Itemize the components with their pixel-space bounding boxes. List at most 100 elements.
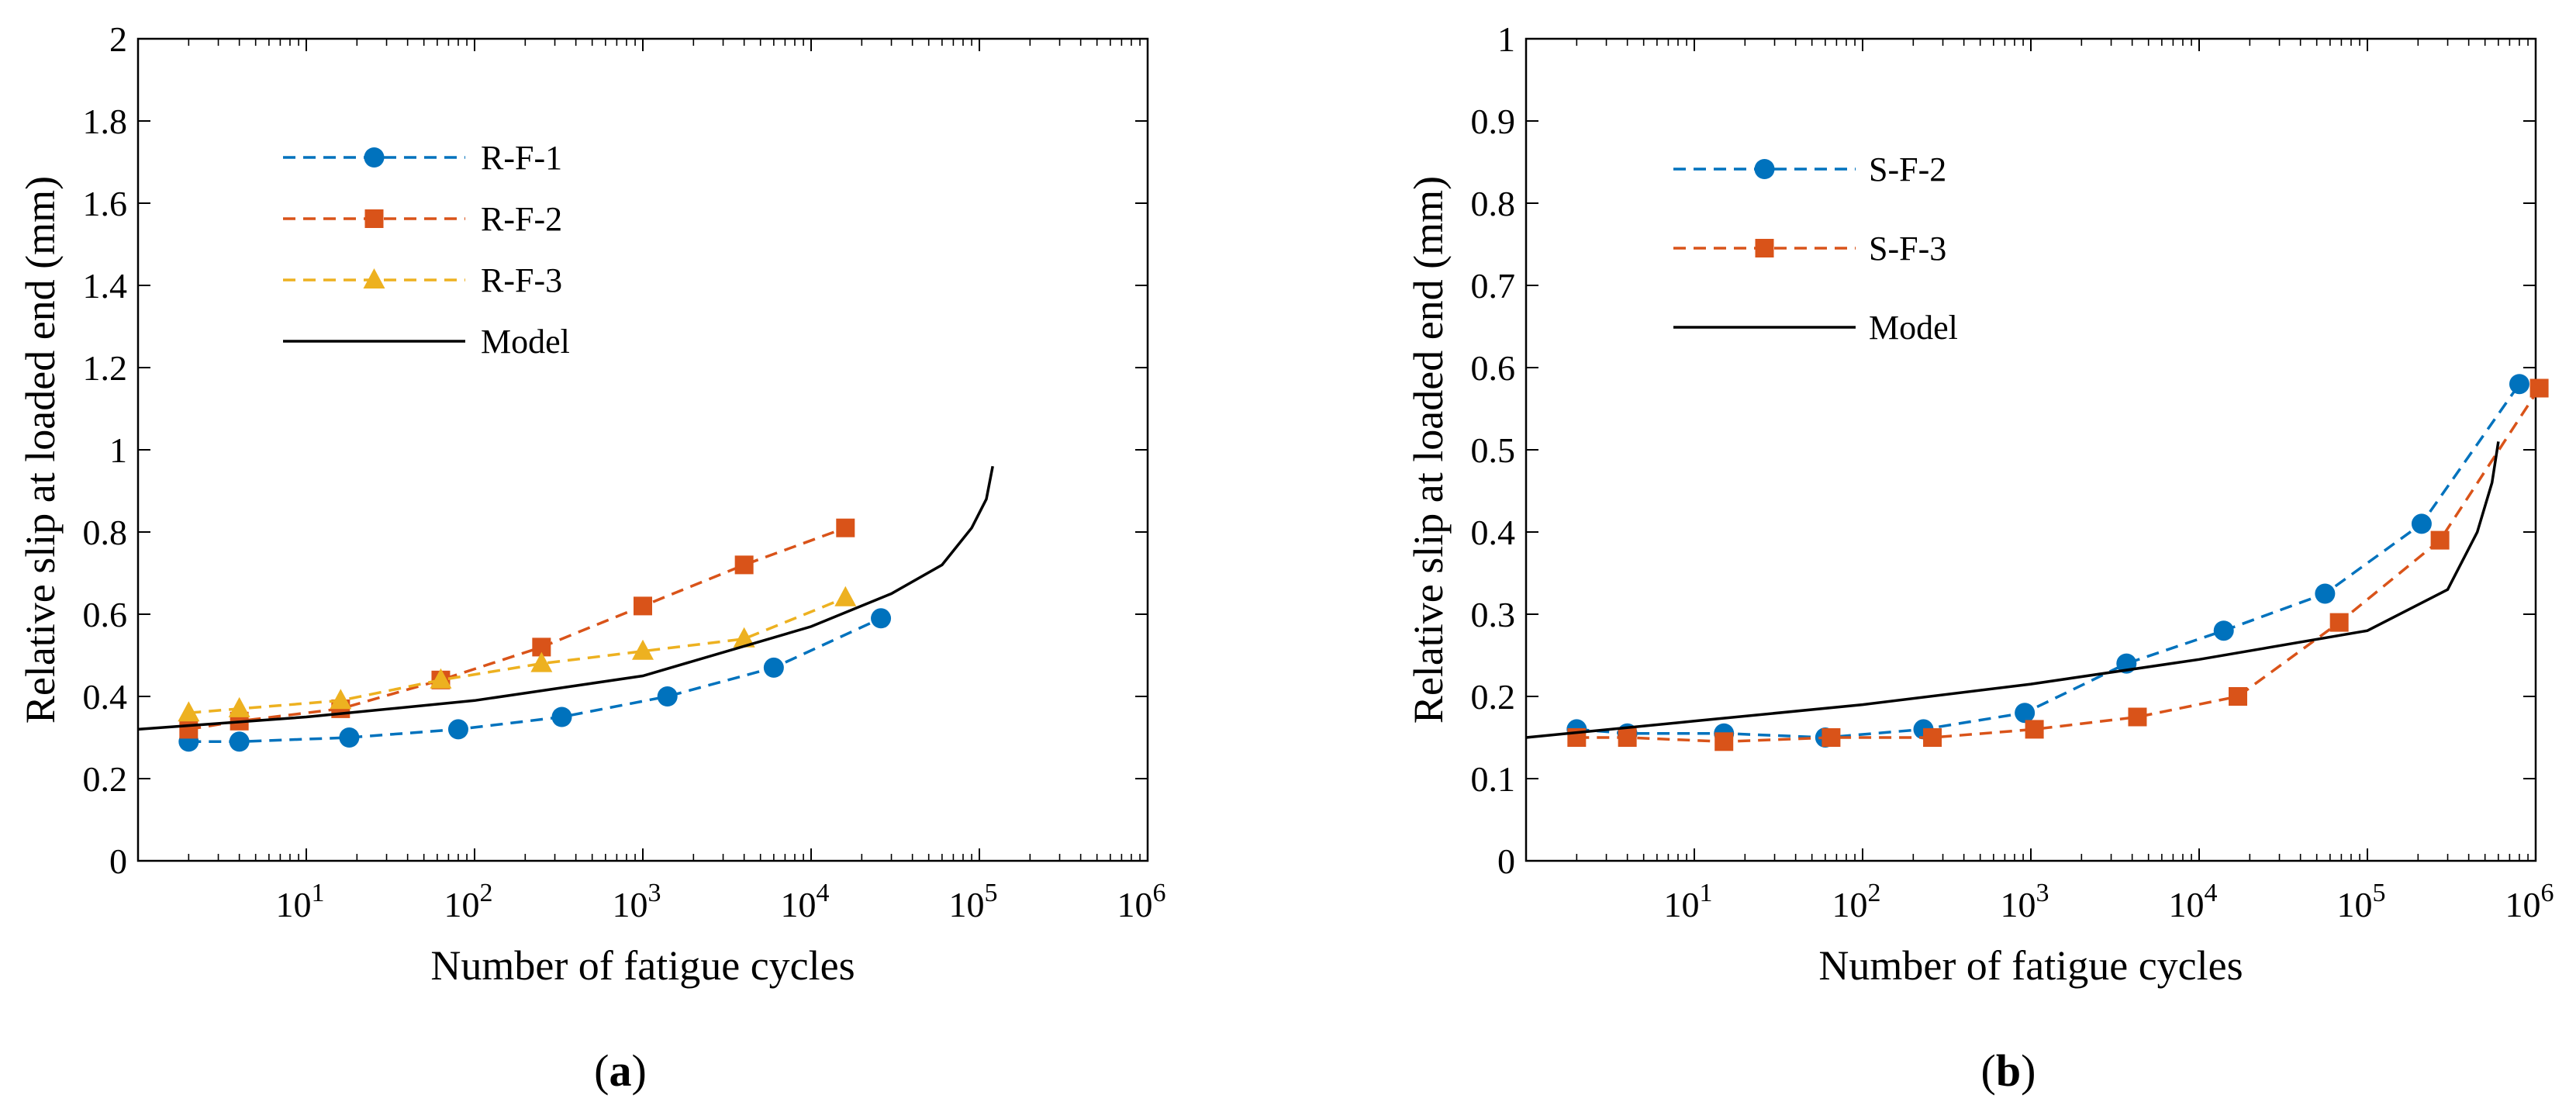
y-tick-label: 0.2 (83, 759, 128, 799)
y-tick-label: 0 (109, 841, 127, 881)
data-point (763, 657, 784, 678)
y-tick-label: 0.9 (1471, 102, 1516, 141)
legend: R-F-1 R-F-2 R-F-3 Model (283, 139, 570, 361)
y-tick-label: 0.4 (83, 677, 128, 717)
chart-panel-a: 0 0.2 0.4 0.6 0.8 1 1.2 1.4 1.6 1.8 2 101 102 103 104 1… (17, 19, 1166, 1096)
series-line (1525, 441, 2500, 739)
y-tick-label: 1.4 (83, 266, 128, 306)
y-tick-label: 1 (1497, 19, 1515, 59)
legend-marker (364, 209, 384, 228)
data-point (733, 627, 755, 648)
series-model (1525, 441, 2500, 739)
y-axis-title: Relative slip at loaded end (mm) (1405, 176, 1452, 724)
series-s-f-3 (1567, 378, 2549, 751)
data-point (2529, 378, 2549, 398)
x-tick-label: 104 (2169, 879, 2218, 924)
legend-marker (1754, 159, 1775, 179)
x-tick-label: 106 (2505, 879, 2554, 924)
data-point (2025, 720, 2044, 739)
legend-label: R-F-3 (481, 261, 562, 299)
data-point (2329, 613, 2349, 632)
x-tick-label: 101 (276, 879, 325, 924)
x-tick-label: 103 (613, 879, 661, 924)
legend-marker (1755, 239, 1774, 257)
legend: S-F-2 S-F-3 Model (1673, 150, 1958, 347)
legend-label: S-F-3 (1869, 230, 1946, 268)
chart-panel-b: 0 0.1 0.2 0.3 0.4 0.5 0.6 0.7 0.8 0.9 1 101 102 103 10… (1405, 19, 2554, 1096)
data-point (1618, 728, 1637, 747)
x-tick-label: 101 (1664, 879, 1713, 924)
legend-label: R-F-2 (481, 200, 562, 238)
legend-marker (364, 147, 385, 168)
y-tick-label: 0.8 (1471, 184, 1516, 223)
data-point (530, 651, 553, 672)
y-tick-label: 0.1 (1471, 759, 1516, 799)
y-tick-label: 0.3 (1471, 595, 1516, 634)
x-tick-label: 103 (2001, 879, 2049, 924)
data-point (2128, 707, 2147, 727)
legend-marker (363, 268, 385, 288)
series-line (188, 596, 846, 714)
legend-label: Model (1869, 309, 1958, 347)
data-point (1714, 732, 1734, 751)
y-tick-label: 0.8 (83, 513, 128, 552)
y-axis-title: Relative slip at loaded end (mm) (17, 176, 64, 724)
legend-label: S-F-2 (1869, 150, 1946, 188)
y-tick-label: 1 (109, 430, 127, 470)
x-tick-label: 102 (444, 879, 493, 924)
series-line (1576, 387, 2541, 744)
y-tick-label: 0.7 (1471, 266, 1516, 306)
x-tick-label: 105 (2337, 879, 2386, 924)
data-point (2015, 703, 2036, 724)
data-point (657, 686, 678, 707)
x-tick-label: 105 (949, 879, 998, 924)
x-tick-label: 106 (1117, 879, 1166, 924)
data-point (447, 719, 468, 740)
x-axis-title: Number of fatigue cycles (430, 942, 855, 989)
series-r-f-1 (178, 608, 892, 752)
data-point (179, 720, 199, 739)
y-tick-label: 0.6 (1471, 348, 1516, 388)
y-tick-label: 1.6 (83, 184, 128, 223)
panel-label: (b) (1981, 1045, 2036, 1096)
legend-label: R-F-1 (481, 139, 562, 177)
data-point (551, 707, 572, 727)
data-point (2315, 583, 2336, 604)
y-tick-label: 0.2 (1471, 677, 1516, 717)
data-point (2430, 530, 2450, 550)
y-tick-label: 0.4 (1471, 513, 1516, 552)
data-point (2411, 513, 2432, 534)
data-point (339, 727, 360, 748)
series-r-f-3 (178, 586, 857, 722)
y-tick-label: 0.5 (1471, 430, 1516, 470)
data-point (1822, 728, 1841, 747)
y-tick-label: 0.6 (83, 595, 128, 634)
x-axis-title: Number of fatigue cycles (1818, 942, 2243, 989)
series-line (188, 527, 846, 731)
data-point (228, 696, 250, 717)
series-line (137, 465, 994, 731)
data-point (2229, 687, 2248, 706)
y-tick-label: 2 (109, 19, 127, 59)
data-point (1923, 728, 1942, 747)
data-point (229, 731, 250, 752)
data-point (634, 596, 652, 616)
data-point (2509, 374, 2529, 395)
data-point (178, 701, 200, 722)
series-line (1576, 383, 2521, 739)
data-point (430, 668, 452, 689)
data-point (834, 586, 857, 606)
x-tick-label: 102 (1832, 879, 1881, 924)
data-point (734, 555, 754, 575)
data-point (632, 639, 654, 660)
x-tick-label: 104 (781, 879, 830, 924)
data-point (836, 518, 855, 537)
y-tick-label: 1.2 (83, 348, 128, 388)
data-point (2213, 620, 2234, 641)
series-line (188, 617, 882, 744)
y-tick-label: 0 (1497, 841, 1515, 881)
series-model (137, 465, 994, 731)
y-tick-label: 1.8 (83, 102, 128, 141)
panel-label: (a) (594, 1045, 647, 1096)
